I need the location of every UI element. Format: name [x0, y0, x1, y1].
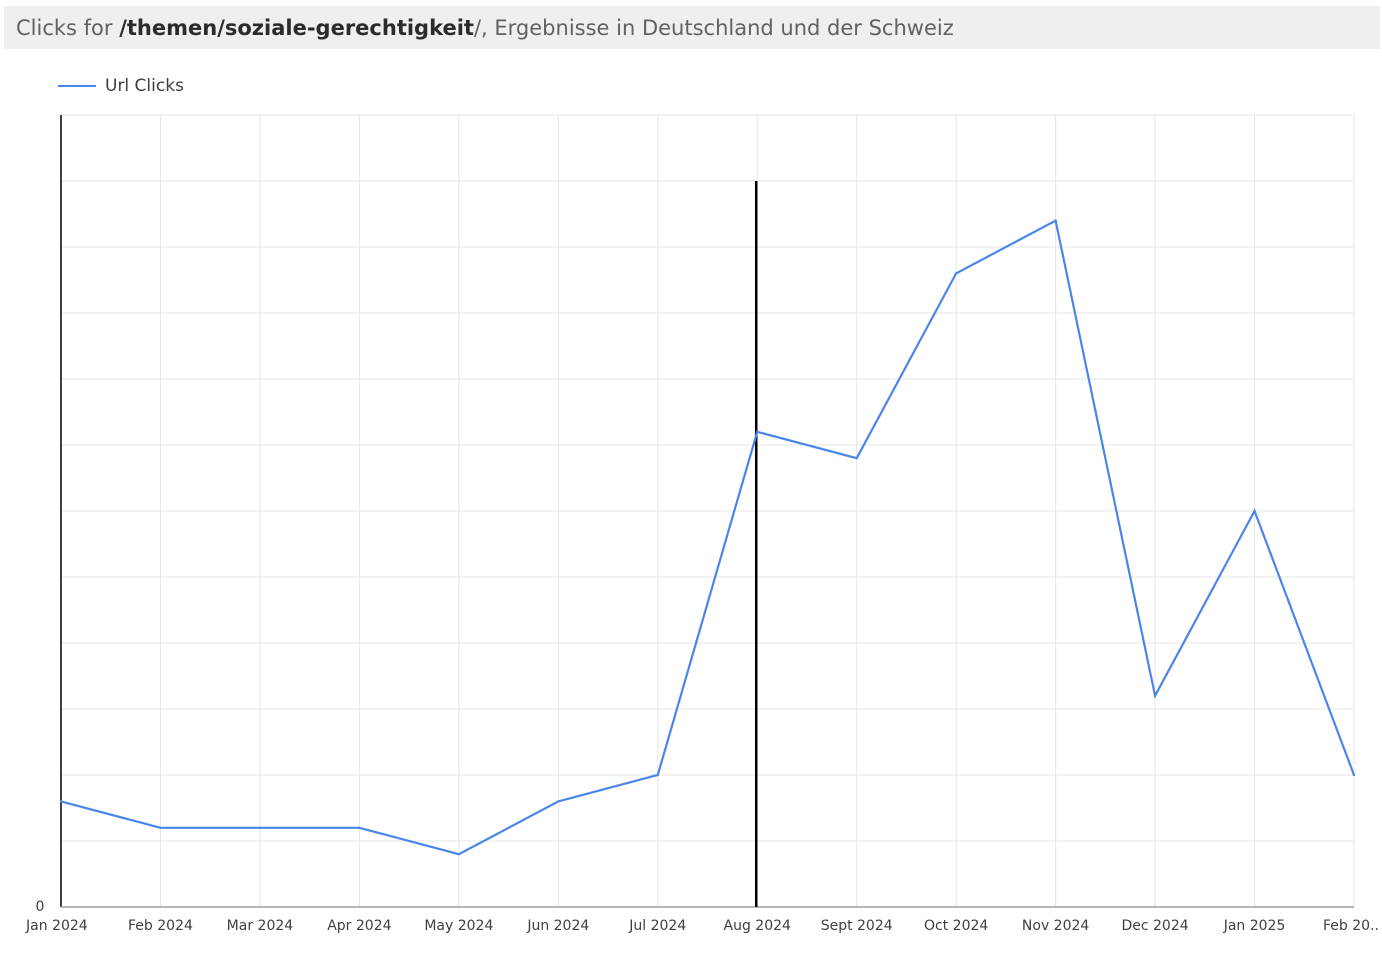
- data-point: [258, 826, 262, 829]
- legend-line-swatch: [58, 85, 96, 87]
- data-point: [756, 430, 759, 433]
- x-tick-label: Jun 2024: [526, 918, 589, 934]
- data-point: [159, 826, 162, 829]
- x-tick-label: Apr 2024: [327, 918, 391, 934]
- y-tick-label-zero: 0: [36, 899, 45, 915]
- x-tick-label: Jul 2024: [628, 918, 686, 934]
- x-tick-label: Feb 2024: [128, 918, 193, 934]
- data-point: [1153, 694, 1157, 697]
- x-tick-label: Dec 2024: [1121, 918, 1188, 934]
- x-tick-label: May 2024: [424, 918, 493, 934]
- data-point: [1253, 509, 1256, 513]
- chart-series: [59, 218, 1356, 856]
- data-point: [557, 800, 560, 803]
- series-line-url-clicks: [60, 218, 1356, 856]
- data-point: [954, 272, 958, 275]
- data-point: [457, 853, 461, 856]
- data-point: [1054, 219, 1057, 222]
- chart-title-path: /themen/soziale-gerechtigkeit: [119, 16, 474, 40]
- chart-title-suffix: /, Ergebnisse in Deutschland und der Sch…: [473, 16, 954, 40]
- x-tick-label: Feb 20..: [1323, 918, 1379, 934]
- x-tick-label: Sept 2024: [821, 918, 893, 934]
- chart-axes: [60, 115, 1354, 908]
- x-tick-label: Aug 2024: [724, 918, 792, 934]
- x-tick-label: Jan 2024: [25, 918, 88, 934]
- x-tick-label: Nov 2024: [1022, 918, 1089, 934]
- x-tick-label: Jan 2025: [1223, 918, 1286, 934]
- data-point: [855, 457, 858, 460]
- chart-title-prefix: Clicks for: [16, 16, 120, 40]
- data-point: [358, 826, 361, 829]
- data-point: [59, 800, 63, 803]
- chart-tick-labels: Jan 2024 Feb 2024 Mar 2024 Apr 2024 May 2024…: [25, 899, 1379, 934]
- chart-title-bar: Clicks for /themen/soziale-gerechtigkeit…: [4, 6, 1380, 49]
- chart-grid: [61, 114, 1355, 907]
- x-tick-label: Oct 2024: [924, 918, 988, 934]
- chart-legend: Url Clicks: [58, 74, 184, 98]
- data-point: [1352, 773, 1356, 777]
- legend-label-url-clicks: Url Clicks: [105, 76, 184, 96]
- x-tick-label: Mar 2024: [227, 918, 294, 934]
- data-point: [656, 773, 659, 777]
